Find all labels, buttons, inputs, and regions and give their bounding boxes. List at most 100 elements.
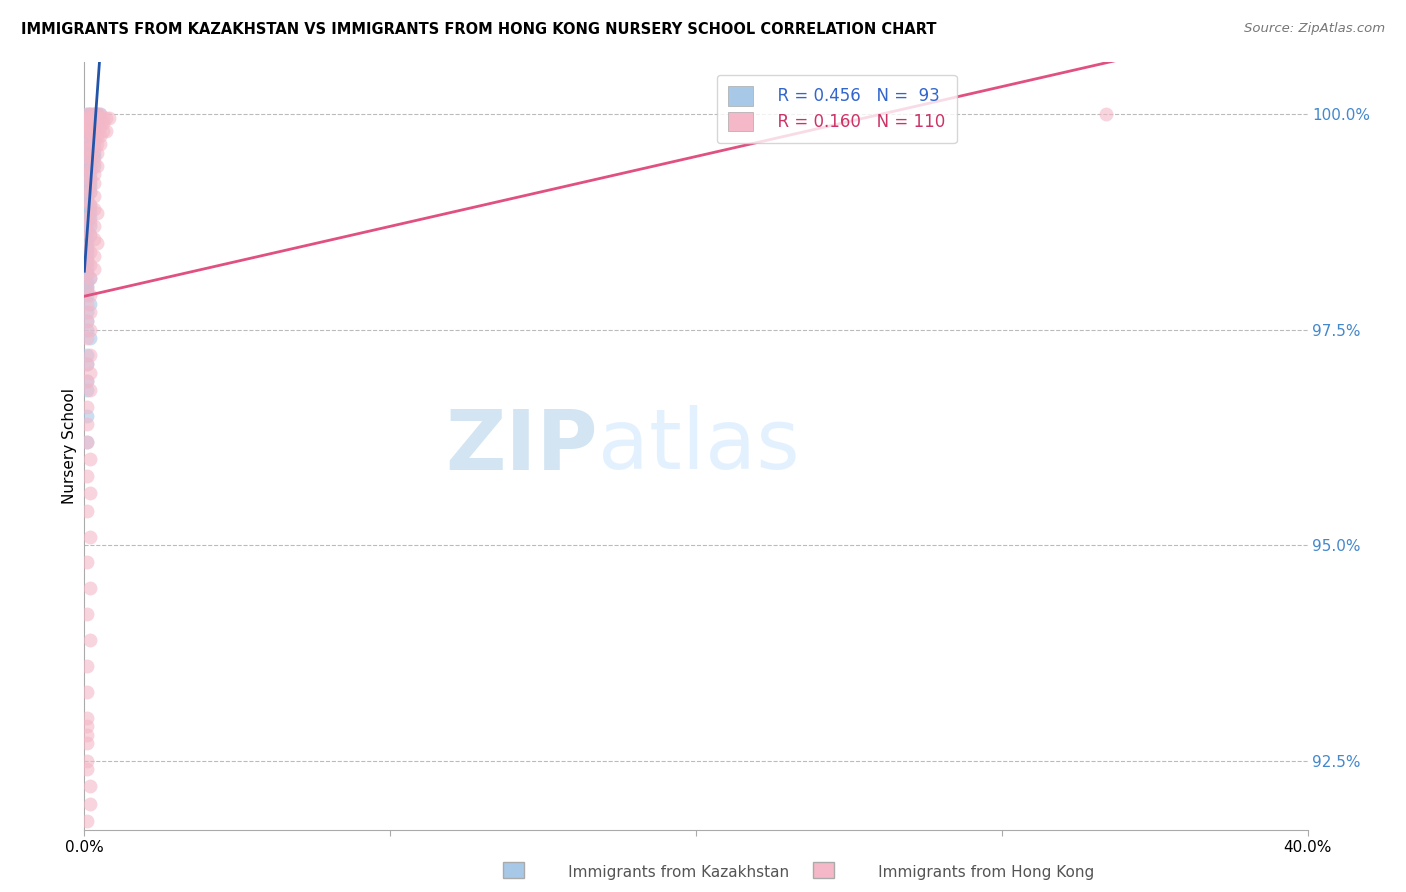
Legend:   R = 0.456   N =  93,   R = 0.160   N = 110: R = 0.456 N = 93, R = 0.160 N = 110 bbox=[717, 75, 956, 143]
Point bbox=[76, 176, 98, 190]
Point bbox=[76, 409, 98, 423]
Point bbox=[76, 267, 98, 281]
Point bbox=[79, 176, 101, 190]
Text: atlas: atlas bbox=[598, 406, 800, 486]
Point bbox=[76, 168, 98, 182]
Point bbox=[83, 142, 105, 156]
Text: ZIP: ZIP bbox=[446, 406, 598, 486]
Point bbox=[79, 142, 101, 156]
Point bbox=[86, 206, 108, 220]
Point bbox=[76, 434, 98, 449]
Point bbox=[79, 180, 101, 194]
Point bbox=[76, 848, 98, 863]
Point bbox=[76, 189, 98, 203]
Point bbox=[83, 150, 105, 164]
Point bbox=[76, 267, 98, 281]
Point bbox=[79, 120, 101, 134]
Point bbox=[76, 684, 98, 698]
Point bbox=[76, 262, 98, 277]
Point bbox=[76, 417, 98, 432]
Point bbox=[79, 171, 101, 186]
Point bbox=[86, 128, 108, 143]
Point bbox=[79, 258, 101, 272]
Point bbox=[76, 163, 98, 178]
Point bbox=[83, 189, 105, 203]
Point bbox=[83, 128, 105, 143]
Point bbox=[76, 194, 98, 208]
Point bbox=[79, 128, 101, 143]
Point bbox=[76, 241, 98, 255]
Point bbox=[76, 719, 98, 733]
Point bbox=[76, 469, 98, 483]
Point bbox=[83, 249, 105, 263]
Point bbox=[76, 142, 98, 156]
Y-axis label: Nursery School: Nursery School bbox=[62, 388, 77, 504]
Point bbox=[76, 120, 98, 134]
Point bbox=[79, 206, 101, 220]
Point bbox=[79, 124, 101, 138]
Point bbox=[76, 137, 98, 152]
Point bbox=[79, 116, 101, 130]
Point bbox=[79, 171, 101, 186]
Point bbox=[83, 107, 105, 121]
Point bbox=[79, 142, 101, 156]
Point bbox=[76, 232, 98, 246]
Point bbox=[91, 112, 114, 126]
Point bbox=[76, 297, 98, 311]
Point bbox=[94, 124, 117, 138]
Point bbox=[76, 112, 98, 126]
Point bbox=[83, 133, 105, 147]
Point bbox=[79, 185, 101, 199]
Point bbox=[76, 107, 98, 121]
Point bbox=[76, 658, 98, 673]
Point bbox=[76, 159, 98, 173]
Point bbox=[76, 124, 98, 138]
Point bbox=[79, 150, 101, 164]
Point bbox=[79, 137, 101, 152]
Point bbox=[79, 219, 101, 234]
Point bbox=[79, 133, 101, 147]
Point bbox=[83, 124, 105, 138]
Point bbox=[79, 797, 101, 811]
Point bbox=[83, 116, 105, 130]
Point bbox=[76, 762, 98, 776]
Point bbox=[76, 159, 98, 173]
Point bbox=[83, 202, 105, 216]
Point bbox=[76, 401, 98, 415]
Point bbox=[76, 168, 98, 182]
Point bbox=[79, 112, 101, 126]
Point bbox=[76, 180, 98, 194]
Point bbox=[79, 185, 101, 199]
Point bbox=[86, 112, 108, 126]
Point bbox=[76, 112, 98, 126]
Point bbox=[76, 236, 98, 251]
Point bbox=[83, 120, 105, 134]
Point bbox=[79, 271, 101, 285]
Point bbox=[86, 107, 108, 121]
Point bbox=[76, 120, 98, 134]
FancyBboxPatch shape bbox=[503, 862, 524, 878]
Point bbox=[86, 236, 108, 251]
Point bbox=[76, 124, 98, 138]
Point bbox=[76, 249, 98, 263]
Point bbox=[79, 133, 101, 147]
Point bbox=[76, 223, 98, 237]
Point bbox=[79, 349, 101, 363]
Point bbox=[79, 383, 101, 397]
Point bbox=[76, 357, 98, 371]
Point bbox=[76, 383, 98, 397]
Point bbox=[79, 107, 101, 121]
Point bbox=[79, 168, 101, 182]
Point bbox=[83, 154, 105, 169]
Point bbox=[79, 529, 101, 543]
Point bbox=[83, 137, 105, 152]
Point bbox=[76, 154, 98, 169]
Point bbox=[76, 275, 98, 289]
Point bbox=[76, 185, 98, 199]
Point bbox=[91, 116, 114, 130]
Point bbox=[79, 154, 101, 169]
Text: IMMIGRANTS FROM KAZAKHSTAN VS IMMIGRANTS FROM HONG KONG NURSERY SCHOOL CORRELATI: IMMIGRANTS FROM KAZAKHSTAN VS IMMIGRANTS… bbox=[21, 22, 936, 37]
Point bbox=[76, 279, 98, 293]
Point bbox=[76, 305, 98, 319]
Point bbox=[79, 366, 101, 380]
